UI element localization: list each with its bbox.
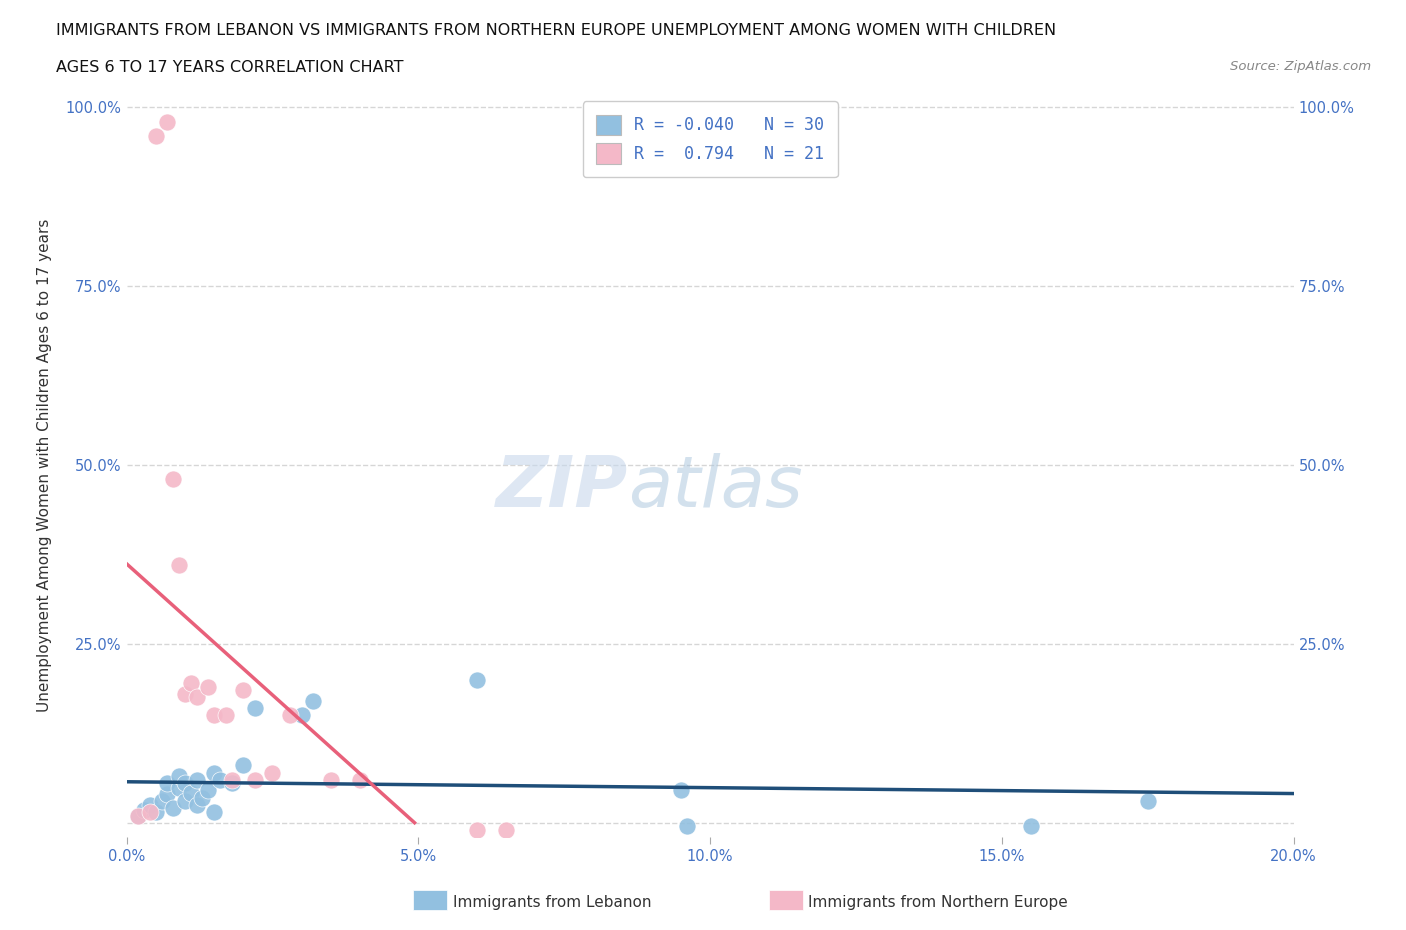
Point <box>202 765 225 780</box>
Point <box>156 776 179 790</box>
Point <box>127 808 149 823</box>
Point <box>243 772 266 787</box>
Point <box>197 783 219 798</box>
Point <box>202 708 225 723</box>
Text: AGES 6 TO 17 YEARS CORRELATION CHART: AGES 6 TO 17 YEARS CORRELATION CHART <box>56 60 404 75</box>
Point <box>150 794 173 809</box>
Point <box>215 708 238 723</box>
Point <box>180 676 202 691</box>
Point <box>139 797 162 812</box>
Point <box>167 558 190 573</box>
Point <box>1136 794 1159 809</box>
Point <box>208 772 231 787</box>
Point <box>186 797 208 812</box>
Point <box>191 790 214 805</box>
Point <box>174 686 197 701</box>
Point <box>127 808 149 823</box>
Point <box>174 794 197 809</box>
Point <box>145 804 167 819</box>
Text: ZIP: ZIP <box>496 453 628 522</box>
Text: Immigrants from Northern Europe: Immigrants from Northern Europe <box>808 895 1069 910</box>
Point <box>139 804 162 819</box>
Point <box>221 776 243 790</box>
Point <box>180 785 202 800</box>
Y-axis label: Unemployment Among Women with Children Ages 6 to 17 years: Unemployment Among Women with Children A… <box>37 219 52 711</box>
Point <box>197 679 219 694</box>
Point <box>232 758 254 773</box>
Point <box>202 804 225 819</box>
Point <box>167 769 190 784</box>
Point <box>156 114 179 129</box>
Point <box>302 694 325 709</box>
Point <box>319 772 342 787</box>
Point <box>167 781 190 796</box>
Text: Immigrants from Lebanon: Immigrants from Lebanon <box>453 895 651 910</box>
Point <box>262 765 284 780</box>
Point <box>162 472 184 486</box>
Text: atlas: atlas <box>628 453 803 522</box>
Text: Source: ZipAtlas.com: Source: ZipAtlas.com <box>1230 60 1371 73</box>
Point <box>186 772 208 787</box>
Point <box>162 801 184 816</box>
Point <box>1019 818 1042 833</box>
Point <box>156 787 179 802</box>
Point <box>675 818 697 833</box>
Point <box>145 128 167 143</box>
Point <box>465 822 488 837</box>
Point <box>132 803 155 817</box>
Point <box>174 776 197 790</box>
Point <box>232 683 254 698</box>
Point <box>278 708 301 723</box>
Legend: R = -0.040   N = 30, R =  0.794   N = 21: R = -0.040 N = 30, R = 0.794 N = 21 <box>582 101 838 177</box>
Point <box>465 672 488 687</box>
Point <box>669 783 692 798</box>
Point <box>290 708 312 723</box>
Point <box>243 701 266 716</box>
Point <box>349 772 371 787</box>
Text: IMMIGRANTS FROM LEBANON VS IMMIGRANTS FROM NORTHERN EUROPE UNEMPLOYMENT AMONG WO: IMMIGRANTS FROM LEBANON VS IMMIGRANTS FR… <box>56 23 1056 38</box>
Point <box>495 822 517 837</box>
Point <box>186 690 208 705</box>
Point <box>221 772 243 787</box>
